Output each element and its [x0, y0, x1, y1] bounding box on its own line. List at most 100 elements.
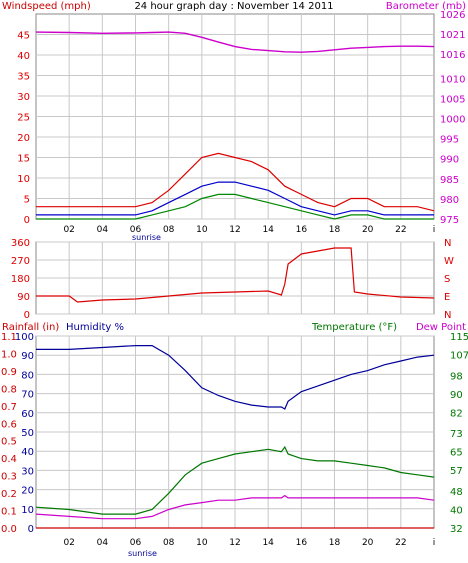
humidity-tick-label: 60	[21, 409, 34, 420]
rain-tick-label: 0.7	[1, 402, 17, 413]
rain-tick-label: 1.0	[1, 349, 17, 360]
baro-tick-label: 985	[440, 175, 459, 186]
direction-line	[36, 247, 435, 303]
direction-gridlines	[36, 241, 434, 315]
temperature-tick-label: 57	[450, 466, 463, 477]
wind-tick-label: 0	[24, 215, 30, 226]
x-tick-label: i	[433, 538, 436, 548]
baro-tick-label: 1010	[440, 74, 465, 85]
rain-tick-label: 0.1	[1, 507, 17, 518]
x-tick-label: 16	[296, 538, 308, 548]
baro-tick-label: 990	[440, 155, 459, 166]
baro-right-ticks: 975 980 985 990 995 1000 1005 1010 1016 1021 1026	[440, 10, 465, 226]
humidity-tick-label: 50	[21, 428, 34, 439]
temperature-axis-label: Temperature (°F)	[311, 322, 397, 333]
humidity-tick-label: 70	[21, 390, 34, 401]
x-tick-label: 10	[196, 538, 208, 548]
x-tick-label: 20	[362, 538, 374, 548]
humidity-tick-label: 100	[15, 332, 34, 343]
rain-tick-label: 0.9	[1, 367, 17, 378]
rainfall-axis-label: Rainfall (in)	[2, 322, 59, 333]
temperature-tick-label: 32	[450, 524, 463, 535]
compass-label: W	[444, 256, 454, 267]
direction-tick-label: 0	[24, 310, 30, 321]
wind-x-ticks: 02 04 06 08 10 12 14 16 18 20 22 i	[63, 225, 435, 235]
direction-tick-label: 270	[11, 256, 30, 267]
dewpoint-axis-label: Dew Point	[416, 322, 466, 333]
temperature-tick-label: 65	[450, 448, 463, 459]
wind-tick-label: 40	[17, 51, 30, 62]
compass-label: N	[444, 238, 451, 249]
x-tick-label: i	[433, 225, 436, 235]
wind-tick-label: 20	[17, 133, 30, 144]
x-tick-label: 14	[262, 538, 274, 548]
wind-tick-label: 25	[17, 113, 30, 124]
direction-tick-label: 180	[11, 274, 30, 285]
compass-label: E	[444, 292, 450, 303]
wind-tick-label: 15	[17, 154, 30, 165]
wind-tick-label: 30	[17, 92, 30, 103]
wind-tick-label: 45	[17, 31, 30, 42]
direction-tick-label: 360	[11, 238, 30, 249]
rain-tick-label: 1.1	[1, 332, 17, 343]
chart-title: 24 hour graph day : November 14 2011	[134, 1, 333, 12]
temperature-tick-label: 48	[450, 487, 463, 498]
temperature-tick-label: 40	[450, 505, 463, 516]
rain-ticks: 0.0 0.1 0.2 0.3 0.4 0.5 0.6 0.7 0.8 0.9 1.0 1.1	[1, 332, 17, 535]
rain-tick-label: 0.5	[1, 437, 17, 448]
x-tick-label: 04	[97, 538, 109, 548]
x-tick-label: 12	[229, 225, 240, 235]
x-tick-label: 08	[163, 538, 175, 548]
rain-tick-label: 0.8	[1, 384, 17, 395]
baro-tick-label: 995	[440, 135, 459, 146]
x-tick-label: 04	[97, 225, 109, 235]
humidity-tick-label: 90	[21, 351, 34, 362]
temperature-tick-label: 98	[450, 371, 463, 382]
humidity-tick-label: 30	[21, 466, 34, 477]
direction-left-ticks: 0 90 180 270 360	[11, 238, 30, 321]
humidity-axis-label: Humidity %	[66, 322, 124, 333]
x-tick-label: 18	[329, 538, 341, 548]
rain-tick-label: 0.0	[1, 524, 17, 535]
humidity-line	[36, 345, 435, 410]
wind-left-ticks: 0 5 10 15 20 25 30 35 40 45	[17, 31, 30, 227]
compass-label: S	[444, 274, 450, 285]
x-tick-label: 18	[329, 225, 341, 235]
wind-baro-panel: Windspeed (mph) 24 hour graph day : Nove…	[2, 1, 466, 242]
x-tick-label: 12	[229, 538, 240, 548]
barometer-line	[35, 31, 435, 53]
baro-tick-label: 1026	[440, 10, 465, 21]
baro-tick-label: 975	[440, 215, 459, 226]
x-tick-label: 02	[63, 225, 74, 235]
humidity-tick-label: 20	[21, 486, 34, 497]
humidity-ticks: 0 10 20 30 40 50 60 70 80 90 100	[15, 332, 34, 535]
humidity-tick-label: 0	[28, 524, 34, 535]
temperature-tick-label: 73	[450, 429, 463, 440]
wind-low-line	[36, 193, 434, 220]
wind-baro-series	[35, 31, 435, 220]
x-tick-label: 14	[262, 225, 274, 235]
x-tick-label: 22	[395, 538, 406, 548]
temperature-tick-label: 115	[450, 332, 468, 343]
x-tick-label: 16	[296, 225, 308, 235]
barometer-axis-label: Barometer (mb)	[386, 1, 466, 12]
temperature-tick-label: 82	[450, 408, 463, 419]
baro-tick-label: 1021	[440, 30, 465, 41]
x-tick-label: 22	[395, 225, 406, 235]
x-tick-label: 02	[63, 538, 74, 548]
x-tick-label: 06	[130, 225, 142, 235]
compass-label: N	[444, 310, 451, 321]
wind-tick-label: 35	[17, 72, 30, 83]
x-tick-label: 10	[196, 225, 208, 235]
windspeed-axis-label: Windspeed (mph)	[2, 1, 91, 12]
temp-x-ticks: 02 04 06 08 10 12 14 16 18 20 22 i	[63, 538, 435, 548]
humidity-tick-label: 40	[21, 447, 34, 458]
baro-tick-label: 1016	[440, 50, 465, 61]
wind-tick-label: 10	[17, 174, 30, 185]
temp-humidity-series	[35, 345, 435, 529]
rain-tick-label: 0.3	[1, 472, 17, 483]
baro-tick-label: 1005	[440, 94, 465, 105]
rain-tick-label: 0.6	[1, 419, 17, 430]
temp-humidity-panel: Rainfall (in) Humidity % Temperature (°F…	[1, 322, 468, 558]
